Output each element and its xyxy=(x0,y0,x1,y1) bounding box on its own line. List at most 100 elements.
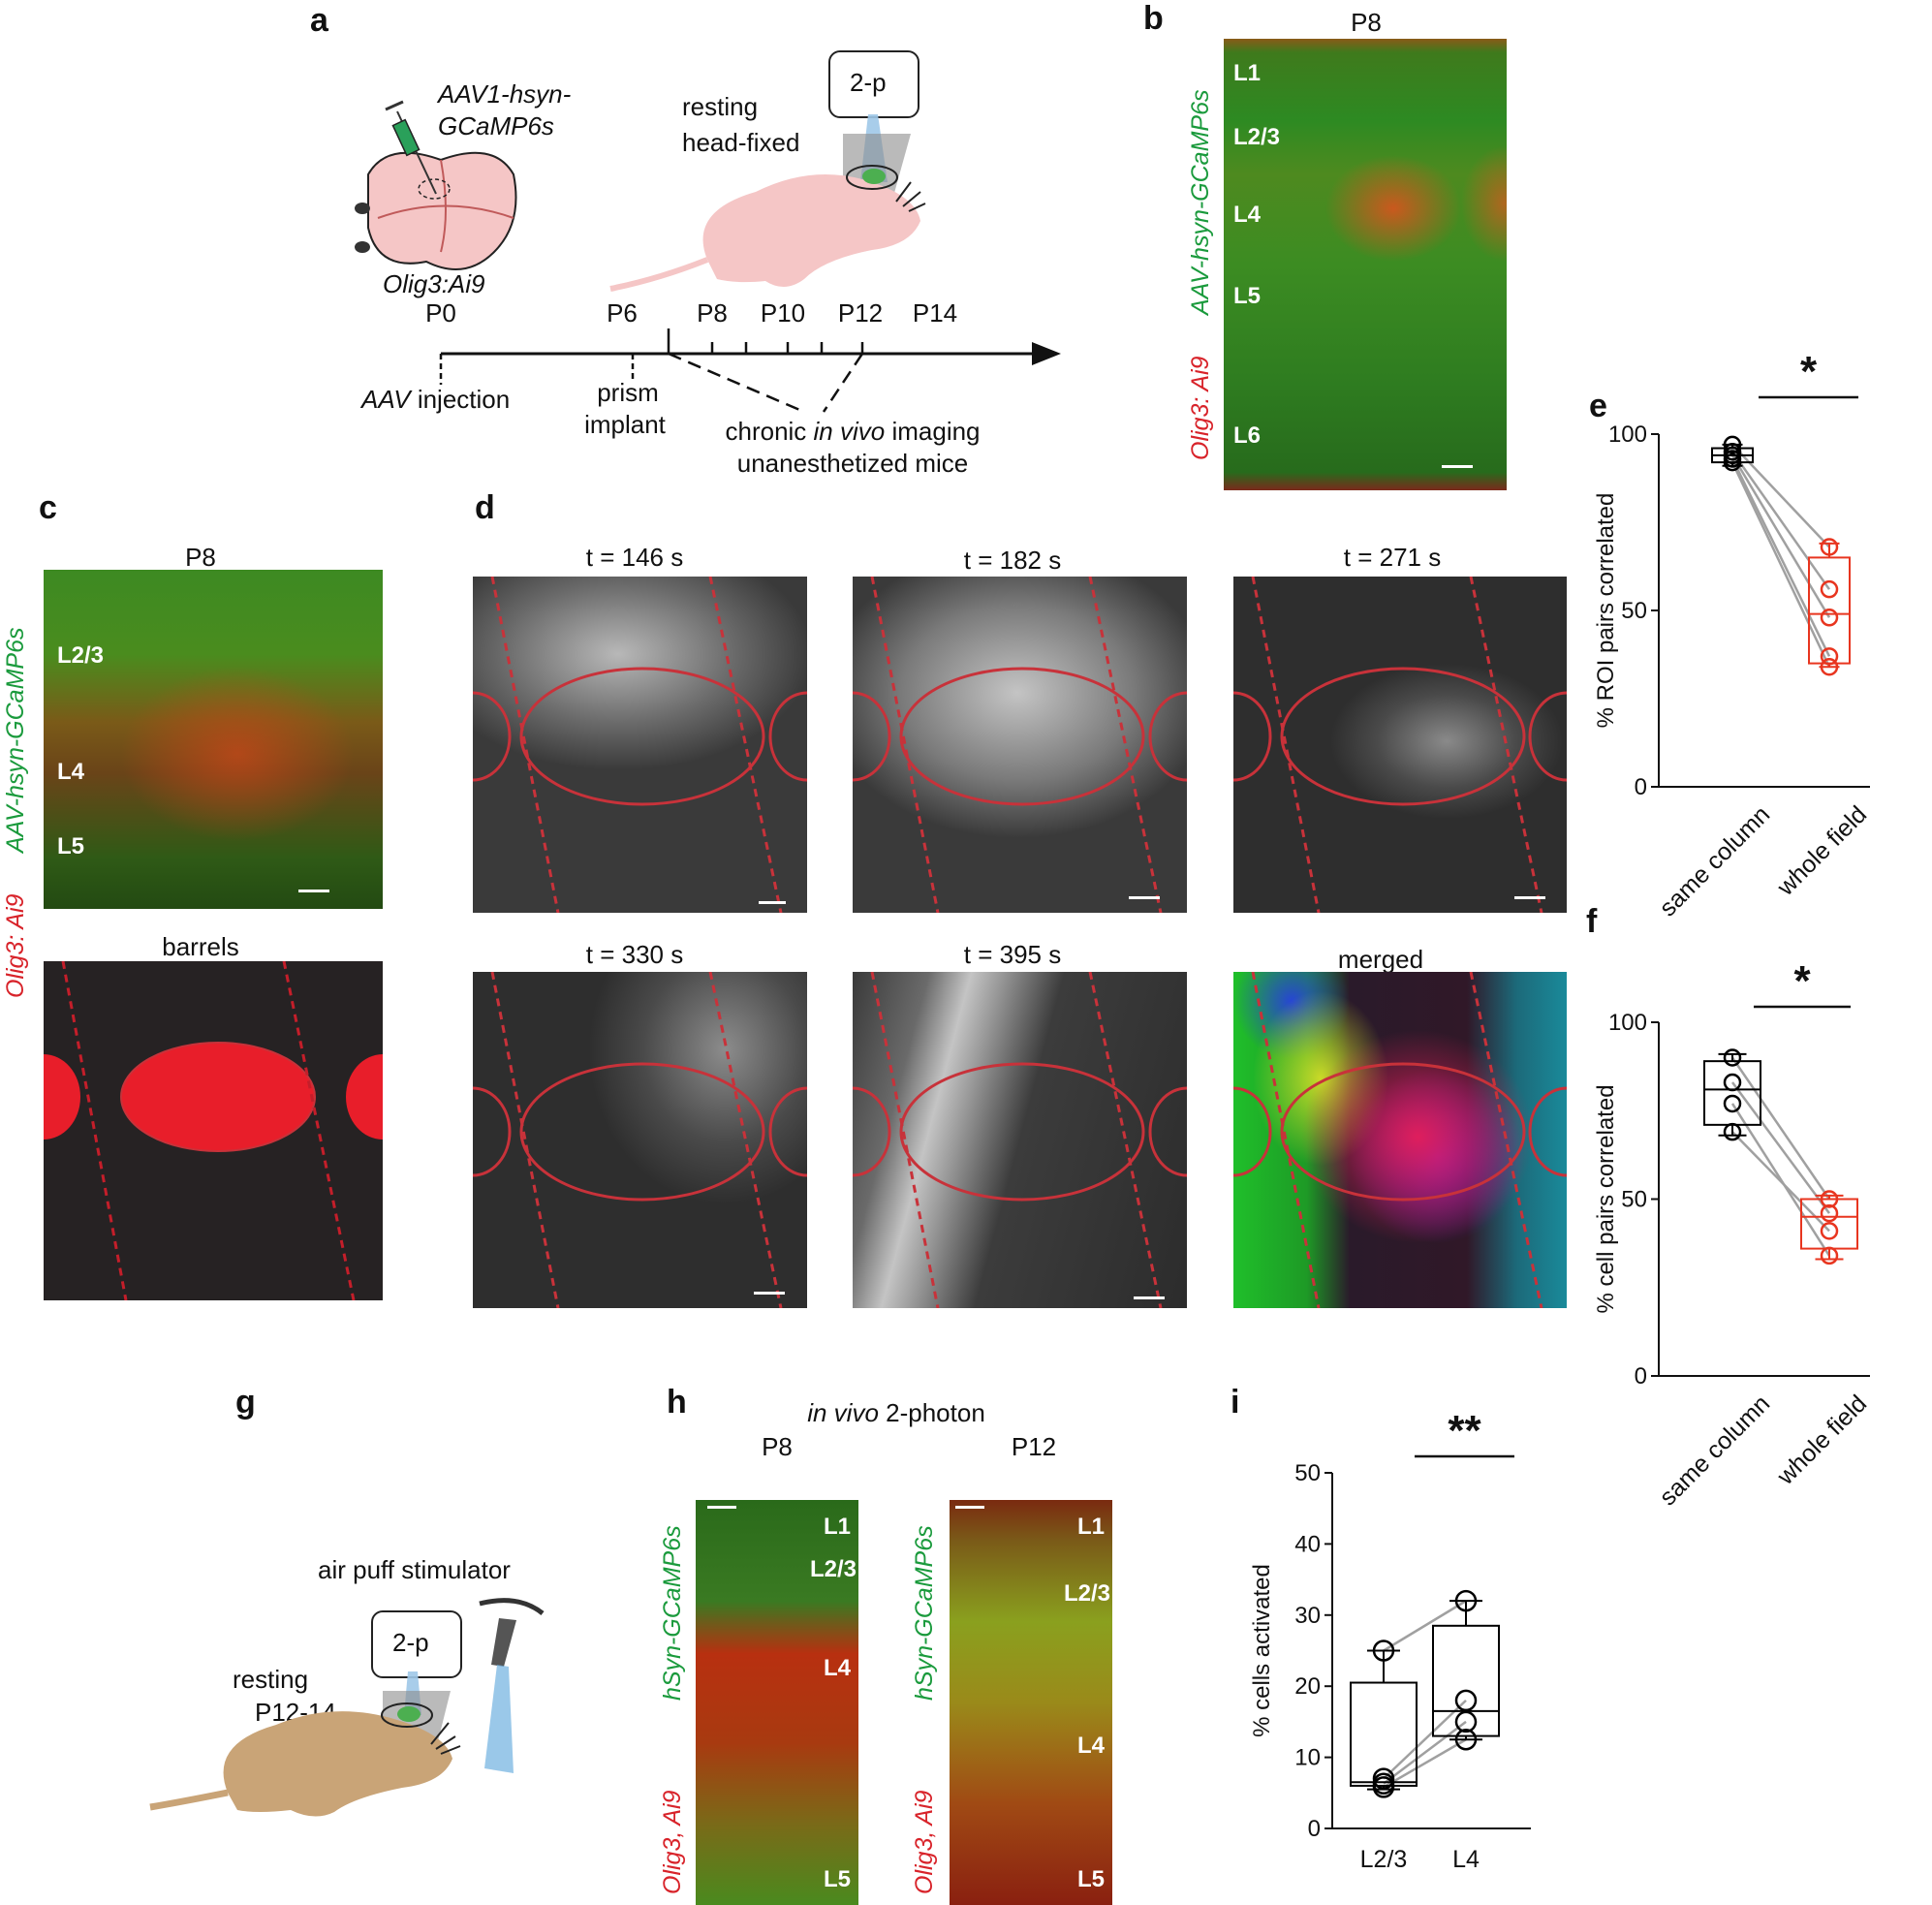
panel-c-title: P8 xyxy=(185,543,216,572)
panel-letter-a: a xyxy=(310,2,328,39)
significance-marker: ** xyxy=(1448,1407,1481,1454)
panel-letter-h: h xyxy=(667,1384,687,1421)
prism-label: prism xyxy=(597,378,659,407)
y-tick-label: 0 xyxy=(1308,1816,1321,1842)
y-axis-label: % cell pairs correlated xyxy=(1593,1084,1619,1313)
category-label: L4 xyxy=(1452,1846,1480,1873)
y-tick-label: 50 xyxy=(1621,598,1647,624)
head-fixed-label: head-fixed xyxy=(682,128,800,157)
frame-image-271 xyxy=(1233,577,1567,913)
box xyxy=(1350,1681,1418,1787)
panel-b-red-label: Olig3: Ai9 xyxy=(1187,356,1214,460)
frame-title: merged xyxy=(1337,945,1424,974)
panel-h-green-label-2: hSyn-GCaMP6s xyxy=(911,1525,938,1701)
panel-h-green-label: hSyn-GCaMP6s xyxy=(659,1525,686,1701)
pair-line xyxy=(1730,1056,1831,1201)
scale-bar xyxy=(1514,896,1545,899)
frame-image-330 xyxy=(473,972,807,1308)
tick-p14: P14 xyxy=(912,298,958,328)
tick-p8: P8 xyxy=(697,298,728,328)
layer-label: L5 xyxy=(824,1866,852,1892)
two-photon-label: 2-p xyxy=(850,68,887,97)
chronic-word: chronic xyxy=(725,417,814,446)
scale-bar xyxy=(1134,1296,1165,1299)
y-tick-label: 0 xyxy=(1635,1363,1647,1390)
frame-title: t = 395 s xyxy=(963,940,1062,969)
pair-line xyxy=(1383,1600,1467,1652)
chart-i: 0 10 20 30 40 50 % cells activated ** L2/3 L4 xyxy=(1249,1407,1531,1873)
frame-image-merged xyxy=(1233,972,1567,1308)
pair-line xyxy=(1383,1738,1467,1789)
pair-line xyxy=(1730,461,1831,668)
frame-image-395 xyxy=(853,972,1187,1308)
brain-schematic xyxy=(355,151,517,270)
injection-word: injection xyxy=(410,385,511,414)
chronic-imaging-label: chronic in vivo imaging xyxy=(725,417,980,447)
layer-label: L5 xyxy=(1233,283,1262,309)
data-point xyxy=(1372,1767,1395,1790)
y-axis-label: % ROI pairs correlated xyxy=(1593,493,1619,729)
two-photon-box: 2-p xyxy=(371,1610,462,1678)
panel-h-image-p12: L1 L2/3 L4 L5 xyxy=(950,1500,1112,1905)
data-point xyxy=(1723,1048,1742,1067)
y-tick-label: 50 xyxy=(1621,1187,1647,1213)
panel-c-red-label: Olig3: Ai9 xyxy=(2,893,29,998)
y-tick-label: 50 xyxy=(1294,1460,1321,1486)
y-tick-label: 100 xyxy=(1608,422,1647,448)
frame-image-182 xyxy=(853,577,1187,913)
y-tick-label: 0 xyxy=(1635,774,1647,800)
mouse-schematic xyxy=(609,114,926,292)
layer-label: L6 xyxy=(1233,422,1262,449)
y-tick-label: 100 xyxy=(1608,1010,1647,1036)
panel-letter-f: f xyxy=(1586,903,1598,940)
timeline xyxy=(439,328,1061,414)
panel-h-red-label-2: Olig3, Ai9 xyxy=(911,1790,938,1894)
data-point xyxy=(1820,657,1839,676)
y-tick-label: 40 xyxy=(1294,1531,1321,1557)
category-label: same column xyxy=(1654,800,1775,921)
category-label: whole field xyxy=(1771,1390,1872,1490)
tick-p0: P0 xyxy=(425,298,456,328)
frame-title: t = 330 s xyxy=(585,940,684,969)
air-puff-label: air puff stimulator xyxy=(318,1555,511,1584)
mouse-line-label: Olig3:Ai9 xyxy=(383,269,485,298)
in-vivo-word: in vivo xyxy=(813,417,886,446)
panel-letter-c: c xyxy=(39,489,57,526)
y-axis-label: % cells activated xyxy=(1249,1564,1275,1737)
mouse-with-stimulator xyxy=(149,1598,545,1817)
imaging-word: imaging xyxy=(885,417,981,446)
layer-label: L2/3 xyxy=(1233,124,1281,150)
layer-label: L4 xyxy=(1233,202,1262,228)
category-label: same column xyxy=(1654,1390,1775,1511)
panel-letter-d: d xyxy=(475,489,495,526)
tick-p10: P10 xyxy=(760,298,806,328)
frame-title: t = 146 s xyxy=(585,543,684,572)
pair-line xyxy=(1730,1103,1831,1257)
panel-b-green-label: AAV-hsyn-GCaMP6s xyxy=(1187,89,1214,315)
tick-p6: P6 xyxy=(607,298,638,328)
panel-c-image: L2/3 L4 L5 xyxy=(44,570,383,909)
scale-bar xyxy=(1442,465,1473,468)
data-point xyxy=(1820,1190,1839,1208)
barrels-schematic xyxy=(44,961,383,1300)
y-tick-label: 10 xyxy=(1294,1745,1321,1771)
panel-h-red-label: Olig3, Ai9 xyxy=(659,1790,686,1894)
panel-h-image-title: P12 xyxy=(1011,1432,1057,1461)
frame-title: t = 182 s xyxy=(963,546,1062,575)
data-point xyxy=(1820,579,1839,599)
data-point xyxy=(1820,1246,1839,1265)
layer-label: L1 xyxy=(1233,60,1262,86)
significance-marker: * xyxy=(1800,348,1818,395)
layer-label: L5 xyxy=(1077,1866,1106,1892)
frame-image-146 xyxy=(473,577,807,913)
panel-h-image-p8: L1 L2/3 L4 L5 xyxy=(696,1500,858,1905)
scale-bar xyxy=(707,1506,736,1509)
data-point xyxy=(1454,1710,1478,1733)
data-point xyxy=(1723,1122,1742,1141)
pair-line xyxy=(1730,457,1831,657)
panel-letter-i: i xyxy=(1231,1384,1240,1421)
data-point xyxy=(1820,647,1839,666)
tick-p12: P12 xyxy=(837,298,884,328)
layer-label: L4 xyxy=(57,759,85,785)
data-point xyxy=(1454,1689,1478,1712)
